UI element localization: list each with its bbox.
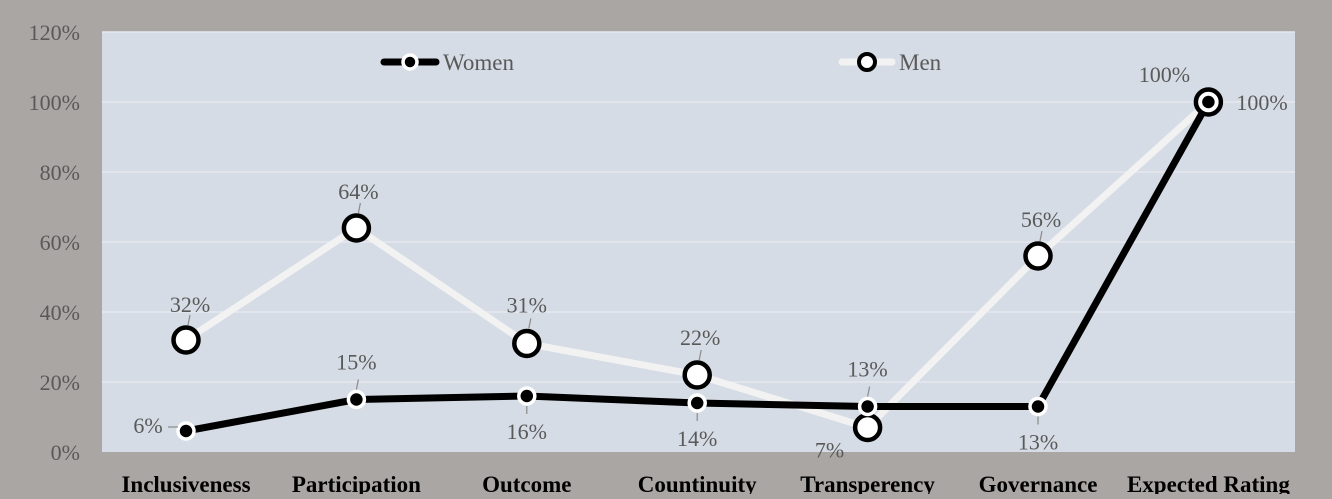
men-point — [852, 412, 883, 443]
men-data-label: 56% — [1021, 207, 1061, 232]
men-label-leader — [1039, 230, 1043, 242]
men-label-leader — [187, 314, 191, 326]
men-data-label: 31% — [507, 293, 547, 318]
women-point — [176, 421, 196, 441]
men-data-label: 22% — [680, 325, 720, 350]
women-point — [1028, 396, 1048, 417]
legend-women-label: Women — [443, 50, 514, 75]
men-data-label: 64% — [338, 179, 378, 204]
series-group — [171, 87, 1224, 443]
women-label-leader — [355, 379, 359, 390]
x-tick-label: Countinuity — [638, 472, 757, 494]
men-point — [171, 325, 201, 355]
x-tick-label: Inclusiveness — [121, 472, 250, 494]
women-data-label: 13% — [847, 357, 887, 382]
x-axis-tick-labels: Inclusiveness Participation Outcome Countin… — [121, 472, 1290, 497]
y-tick-label: 20% — [40, 370, 80, 395]
women-point — [1198, 92, 1219, 112]
legend-men-marker — [857, 52, 877, 72]
x-tick-label: Transperency — [800, 472, 935, 494]
legend-men-label: Men — [899, 50, 942, 75]
men-point — [512, 328, 542, 359]
data-labels-group: 6% 15% 16% 14% 13% 13% 32% 64% 31% 22% 7% 56% 100% 10… — [133, 62, 1287, 463]
x-tick-label: Governance — [979, 472, 1098, 494]
women-point — [517, 386, 537, 406]
legend: Women Men — [380, 50, 942, 75]
y-tick-label: 40% — [40, 300, 80, 325]
women-data-label: 6% — [133, 413, 162, 438]
x-tick-label: Participation — [292, 472, 421, 494]
women-point — [687, 393, 707, 413]
women-data-label: 14% — [677, 426, 717, 451]
men-label-leader — [528, 318, 532, 329]
y-tick-label: 100% — [29, 90, 80, 115]
men-label-leader — [698, 349, 702, 361]
x-tick-label: Expected Rating — [1127, 472, 1290, 494]
women-data-label: 13% — [1018, 430, 1058, 455]
men-point — [682, 360, 712, 390]
women-point — [857, 396, 878, 417]
women-point — [346, 389, 367, 410]
women-label-leader — [867, 386, 871, 397]
men-point — [1023, 241, 1053, 271]
y-axis-tick-labels: 0% 20% 40% 60% 80% 100% 120% — [29, 20, 80, 465]
women-data-label-last: 100% — [1236, 90, 1287, 115]
men-data-label: 32% — [170, 292, 210, 317]
men-point — [341, 213, 372, 243]
y-tick-label: 80% — [40, 160, 80, 185]
gridlines — [102, 31, 1295, 383]
y-tick-label: 0% — [51, 440, 80, 465]
x-tick-label: Outcome — [482, 472, 571, 494]
women-data-label: 16% — [507, 419, 547, 444]
men-label-leader — [357, 202, 361, 214]
women-data-label: 15% — [336, 350, 376, 375]
men-data-label: 100% — [1139, 62, 1190, 87]
y-tick-label: 60% — [40, 230, 80, 255]
men-data-label: 7% — [815, 438, 844, 463]
legend-women-marker — [401, 53, 419, 71]
y-tick-label: 120% — [29, 20, 80, 45]
